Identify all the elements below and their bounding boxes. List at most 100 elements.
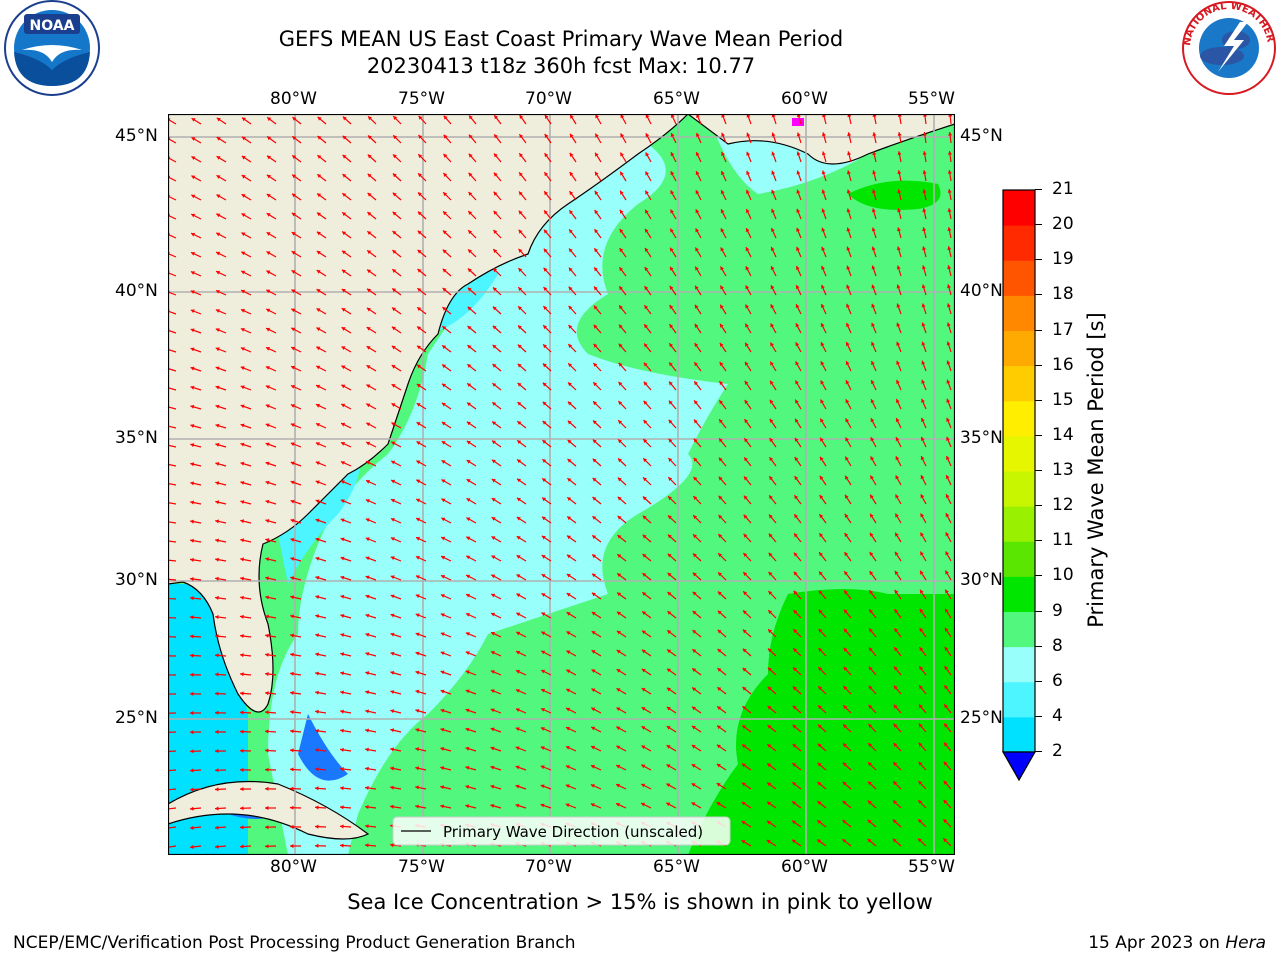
wave-arrow-head: [240, 767, 244, 772]
title-line-2: 20230413 t18z 360h fcst Max: 10.77: [366, 54, 756, 78]
wave-arrow-head: [266, 347, 270, 351]
wave-arrow-head: [417, 211, 422, 216]
wave-arrow-head: [292, 117, 297, 121]
wave-arrow-head: [543, 344, 547, 349]
wave-arrow-head: [340, 575, 345, 580]
wave-arrow-head: [892, 838, 897, 843]
wave-arrow-head: [945, 513, 950, 518]
wave-arrow-head: [265, 825, 269, 830]
wave-arrow-head: [617, 611, 621, 616]
wave-arrow-head: [265, 710, 269, 715]
wave-arrow-head: [591, 669, 596, 673]
wave-arrow-head: [516, 612, 521, 617]
wave-arrow-head: [795, 418, 799, 423]
wave-arrow-head: [240, 653, 244, 658]
wave-arrow-head: [365, 728, 369, 733]
wave-arrow-head: [265, 519, 270, 523]
wave-arrow-head: [415, 594, 420, 599]
wave-arrow-head: [742, 687, 747, 691]
wave-arrow-head: [822, 132, 826, 137]
wave-arrow-head: [718, 534, 723, 538]
wave-arrow-head: [492, 344, 497, 349]
wave-arrow-head: [894, 647, 898, 652]
wave-arrow-head: [291, 251, 296, 255]
wave-arrow-head: [190, 596, 194, 601]
wave-arrow-head: [592, 439, 597, 444]
wave-arrow-head: [566, 631, 571, 635]
wave-arrow-head: [670, 209, 674, 214]
wave-arrow-head: [441, 575, 445, 579]
wave-arrow-head: [616, 650, 621, 654]
wave-arrow-head: [795, 399, 799, 404]
wave-arrow-head: [468, 153, 473, 158]
wave-arrow-head: [668, 496, 672, 501]
wave-arrow-head: [944, 685, 949, 690]
wave-arrow-head: [741, 782, 746, 787]
wave-arrow-head: [391, 460, 396, 465]
wave-arrow-head: [946, 341, 951, 346]
wave-arrow-head: [769, 399, 774, 404]
wave-arrow-head: [819, 495, 824, 499]
wave-arrow-head: [290, 710, 294, 715]
wave-arrow-head: [641, 802, 646, 807]
lon-tick-bottom-2: 75°W: [398, 857, 445, 877]
wave-arrow-head: [919, 666, 924, 671]
colorbar-tick-mark: [1035, 399, 1042, 401]
sea-ice-note: Sea Ice Concentration > 15% is shown in …: [347, 890, 933, 914]
wave-arrow-head: [390, 804, 394, 809]
wave-arrow-head: [392, 173, 397, 178]
wave-arrow-head: [316, 289, 321, 293]
wave-arrow-head: [569, 229, 573, 234]
wave-arrow-head: [240, 787, 244, 792]
wave-arrow-head: [616, 707, 621, 711]
wave-arrow-head: [919, 704, 923, 709]
wave-arrow-head: [265, 385, 270, 389]
wave-arrow-head: [315, 786, 319, 791]
wave-arrow-head: [820, 380, 825, 385]
wave-arrow-head: [465, 651, 470, 655]
colorbar-tick-label: 12: [1052, 495, 1074, 516]
wave-arrow-head: [544, 191, 548, 196]
wave-arrow-head: [390, 556, 395, 561]
wave-arrow-head: [415, 747, 420, 752]
wave-arrow-head: [190, 844, 194, 849]
wave-arrow-head: [367, 250, 372, 255]
wave-arrow-head: [442, 345, 447, 350]
wave-arrow-head: [365, 652, 370, 656]
wave-arrow-head: [240, 729, 244, 734]
wave-arrow-head: [742, 629, 747, 634]
wave-arrow-head: [315, 728, 319, 733]
wave-arrow-head: [490, 727, 495, 732]
wave-arrow-head: [316, 270, 321, 274]
wave-arrow-head: [440, 747, 445, 751]
wave-arrow-head: [694, 400, 698, 405]
wave-arrow-head: [820, 399, 824, 404]
wave-arrow-head: [265, 461, 270, 466]
wave-arrow-head: [440, 727, 445, 732]
wave-arrow-head: [465, 785, 470, 789]
wave-arrow-head: [391, 422, 396, 427]
wave-arrow-head: [669, 343, 673, 348]
wave-arrow-head: [215, 615, 219, 620]
lon-tick-top-1: 80°W: [270, 89, 317, 109]
wave-arrow-head: [716, 783, 721, 787]
wave-arrow-head: [794, 495, 799, 500]
wave-arrow-head: [516, 670, 520, 674]
wave-arrow-head: [944, 627, 949, 632]
wave-arrow-head: [490, 765, 495, 770]
wave-arrow-head: [391, 498, 395, 503]
lat-tick-right-1: 45°N: [960, 126, 1003, 146]
wave-arrow-head: [593, 324, 598, 329]
wave-arrow-head: [391, 365, 396, 369]
wave-arrow-head: [342, 212, 347, 217]
wave-arrow-head: [869, 628, 873, 633]
wave-arrow-head: [618, 420, 623, 425]
wave-arrow-head: [342, 250, 346, 255]
wave-arrow-head: [818, 705, 822, 710]
wave-arrow-head: [416, 517, 421, 522]
wave-arrow-head: [441, 498, 446, 503]
wave-arrow-head: [921, 417, 925, 422]
wave-arrow-head: [744, 438, 749, 443]
wave-arrow-head: [340, 461, 345, 465]
wave-arrow-head: [568, 267, 573, 272]
